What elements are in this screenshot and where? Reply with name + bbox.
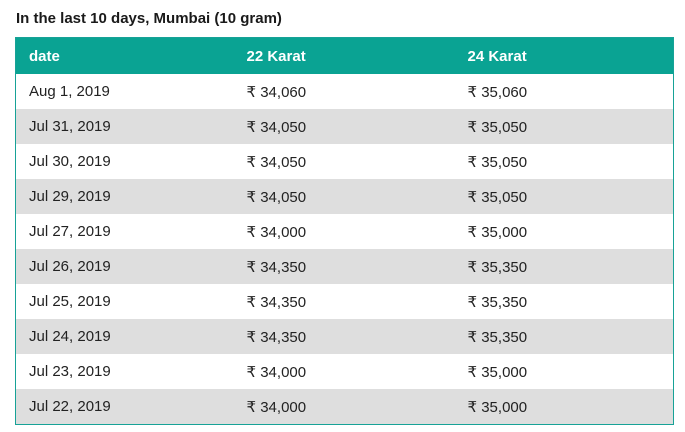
column-header-date: date bbox=[29, 47, 60, 65]
date-cell: Jul 26, 2019 bbox=[29, 258, 111, 275]
price-22k-cell: ₹ 34,000 bbox=[246, 363, 307, 381]
price-22k-cell: ₹ 34,000 bbox=[246, 223, 307, 241]
price-22k-cell: ₹ 34,350 bbox=[246, 293, 307, 311]
date-cell: Jul 23, 2019 bbox=[29, 363, 111, 380]
table-row: Jul 26, 2019 ₹ 34,350 ₹ 35,350 bbox=[15, 249, 674, 284]
column-header-24-karat: 24 Karat bbox=[467, 47, 527, 65]
section-heading: In the last 10 days, Mumbai (10 gram) bbox=[16, 10, 282, 27]
date-cell: Jul 30, 2019 bbox=[29, 153, 111, 170]
column-header-22-karat: 22 Karat bbox=[246, 47, 306, 65]
date-cell: Jul 25, 2019 bbox=[29, 293, 111, 310]
price-24k-cell: ₹ 35,060 bbox=[467, 83, 528, 101]
price-22k-cell: ₹ 34,050 bbox=[246, 153, 307, 171]
gold-rate-table: date 22 Karat 24 Karat Aug 1, 2019 ₹ 34,… bbox=[15, 37, 674, 425]
price-22k-cell: ₹ 34,350 bbox=[246, 258, 307, 276]
table-header-row: date 22 Karat 24 Karat bbox=[15, 37, 674, 74]
table-row: Jul 25, 2019 ₹ 34,350 ₹ 35,350 bbox=[15, 284, 674, 319]
price-24k-cell: ₹ 35,350 bbox=[467, 258, 528, 276]
table-row: Jul 23, 2019 ₹ 34,000 ₹ 35,000 bbox=[15, 354, 674, 389]
price-24k-cell: ₹ 35,050 bbox=[467, 118, 528, 136]
date-cell: Jul 29, 2019 bbox=[29, 188, 111, 205]
table-row: Jul 31, 2019 ₹ 34,050 ₹ 35,050 bbox=[15, 109, 674, 144]
price-22k-cell: ₹ 34,000 bbox=[246, 398, 307, 416]
table-row: Jul 29, 2019 ₹ 34,050 ₹ 35,050 bbox=[15, 179, 674, 214]
table-row: Jul 27, 2019 ₹ 34,000 ₹ 35,000 bbox=[15, 214, 674, 249]
price-24k-cell: ₹ 35,350 bbox=[467, 293, 528, 311]
price-22k-cell: ₹ 34,050 bbox=[246, 118, 307, 136]
price-24k-cell: ₹ 35,050 bbox=[467, 153, 528, 171]
table-row: Jul 24, 2019 ₹ 34,350 ₹ 35,350 bbox=[15, 319, 674, 354]
price-22k-cell: ₹ 34,050 bbox=[246, 188, 307, 206]
date-cell: Jul 27, 2019 bbox=[29, 223, 111, 240]
table-row: Aug 1, 2019 ₹ 34,060 ₹ 35,060 bbox=[15, 74, 674, 109]
price-24k-cell: ₹ 35,000 bbox=[467, 398, 528, 416]
table-row: Jul 22, 2019 ₹ 34,000 ₹ 35,000 bbox=[15, 389, 674, 425]
price-24k-cell: ₹ 35,000 bbox=[467, 223, 528, 241]
price-24k-cell: ₹ 35,350 bbox=[467, 328, 528, 346]
price-22k-cell: ₹ 34,350 bbox=[246, 328, 307, 346]
table-row: Jul 30, 2019 ₹ 34,050 ₹ 35,050 bbox=[15, 144, 674, 179]
price-22k-cell: ₹ 34,060 bbox=[246, 83, 307, 101]
date-cell: Aug 1, 2019 bbox=[29, 83, 110, 100]
price-24k-cell: ₹ 35,050 bbox=[467, 188, 528, 206]
date-cell: Jul 22, 2019 bbox=[29, 398, 111, 415]
date-cell: Jul 24, 2019 bbox=[29, 328, 111, 345]
price-24k-cell: ₹ 35,000 bbox=[467, 363, 528, 381]
date-cell: Jul 31, 2019 bbox=[29, 118, 111, 135]
